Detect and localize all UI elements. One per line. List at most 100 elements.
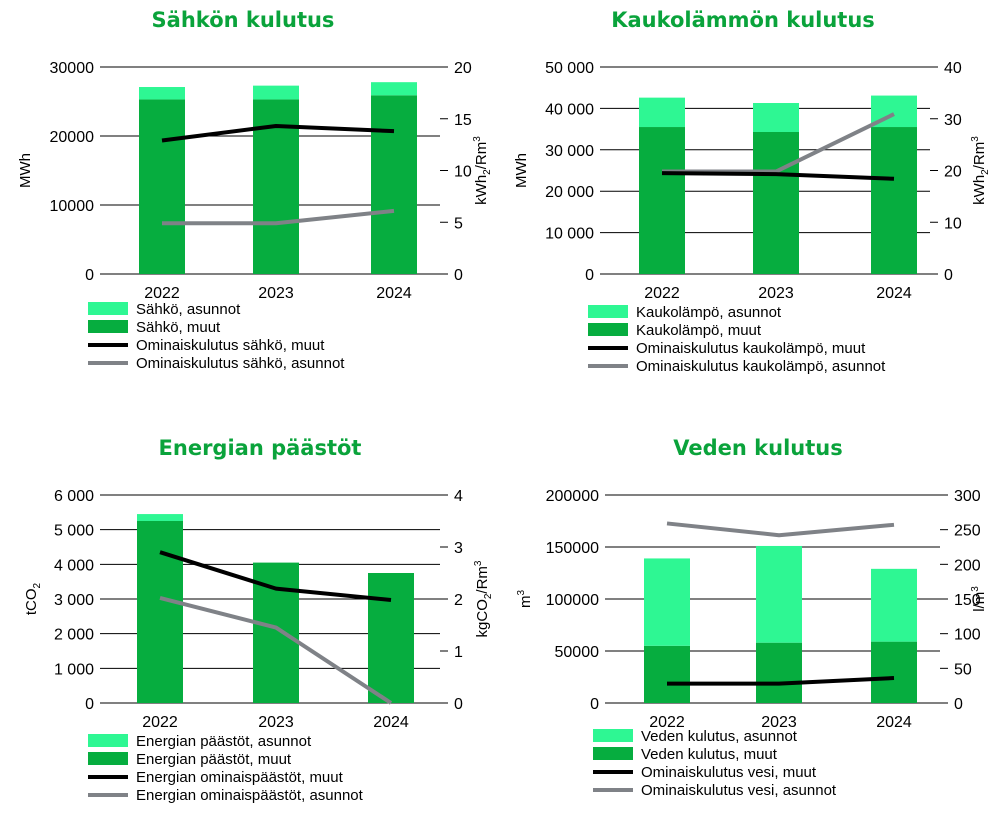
- y-tick-label: 30000: [50, 60, 95, 77]
- line-muut: [661, 171, 895, 181]
- legend-swatch: [588, 323, 628, 336]
- y2-axis-label-part: /Rm: [474, 566, 491, 594]
- y-axis-label: MWh: [17, 153, 34, 188]
- chart-title: Sähkön kulutus: [152, 8, 335, 32]
- y2-axis-label: kgCO2/Rm3: [473, 560, 494, 637]
- x-tick-label: 2023: [258, 714, 294, 731]
- line-asunnot: [162, 208, 395, 226]
- y2-axis-label: l/m3: [970, 586, 988, 612]
- legend-label: Ominaiskulutus vesi, asunnot: [641, 782, 837, 799]
- chart-1: Sähkön kulutus 0 10000 20000 30000 0 5 10 15 20 20…: [17, 8, 493, 372]
- bar-asunnot: [137, 514, 183, 521]
- y-tick-label: 150000: [546, 540, 599, 557]
- y-tick-label: 10 000: [545, 226, 594, 243]
- y2-axis-label-part: kgCO: [474, 599, 491, 637]
- legend-swatch: [88, 752, 128, 765]
- y2-axis-label: kWh2/Rm3: [472, 136, 493, 205]
- bar-muut: [137, 521, 183, 703]
- y-tick-label: 20 000: [545, 184, 594, 201]
- y-tick-label: 10000: [50, 198, 95, 215]
- y2-tick-label: 10: [944, 215, 962, 232]
- bar-asunnot: [871, 568, 917, 642]
- legend-label: Energian ominaispäästöt, muut: [136, 769, 344, 786]
- x-tick-label: 2022: [144, 285, 180, 302]
- y-axis-label: tCO2: [23, 582, 43, 615]
- y-tick-label: 0: [585, 267, 594, 284]
- y-tick-label: 0: [590, 696, 599, 713]
- bar-muut: [753, 131, 799, 274]
- y-axis-label-part: 2: [32, 582, 43, 588]
- y-tick-label: 2 000: [54, 627, 94, 644]
- y2-axis-label-part: kWh: [971, 175, 988, 205]
- y2-tick-label: 150: [954, 592, 981, 609]
- y-tick-label: 3 000: [54, 592, 94, 609]
- bar-muut: [756, 642, 802, 703]
- line-muut: [161, 123, 395, 143]
- y2-axis-label-part: 2: [482, 169, 493, 175]
- y-tick-label: 30 000: [545, 143, 594, 160]
- y2-axis-label-part: /Rm: [971, 142, 988, 170]
- bar-muut: [253, 562, 299, 703]
- y2-axis-label-part: l/m: [971, 592, 988, 612]
- x-tick-label: 2024: [876, 285, 912, 302]
- y2-axis-label: kWh2/Rm3: [970, 136, 991, 205]
- y-tick-label: 0: [85, 696, 94, 713]
- y-tick-label: 5 000: [54, 523, 94, 540]
- y2-tick-label: 0: [954, 696, 963, 713]
- legend-label: Energian päästöt, muut: [136, 751, 292, 768]
- legend-label: Ominaiskulutus kaukolämpö, asunnot: [636, 358, 886, 375]
- y2-axis-label-part: kWh: [473, 175, 490, 205]
- line-asunnot: [159, 596, 393, 705]
- legend-label: Veden kulutus, muut: [641, 746, 778, 763]
- y-tick-label: 4 000: [54, 557, 94, 574]
- y2-tick-label: 100: [954, 627, 981, 644]
- bar-asunnot: [253, 85, 299, 100]
- chart-title: Veden kulutus: [673, 436, 842, 460]
- line-muut: [667, 676, 895, 686]
- y-axis-label-part: m: [517, 596, 534, 609]
- y2-tick-label: 0: [454, 696, 463, 713]
- y2-axis-label-part: 2: [980, 169, 991, 175]
- x-tick-label: 2023: [758, 285, 794, 302]
- bar-muut: [871, 127, 917, 274]
- y2-tick-label: 1: [454, 644, 463, 661]
- legend-swatch: [88, 320, 128, 333]
- y-axis-label-part: 3: [516, 590, 527, 596]
- y2-tick-label: 0: [454, 267, 463, 284]
- legend-label: Ominaiskulutus sähkö, asunnot: [136, 355, 345, 372]
- bar-muut: [368, 573, 414, 703]
- legend-label: Sähkö, asunnot: [136, 301, 241, 318]
- chart-3: Energian päästöt 0 1 000 2 000 3 000 4 000 5 0…: [23, 436, 494, 804]
- bar-asunnot: [139, 87, 185, 100]
- line-asunnot: [666, 521, 895, 538]
- legend-label: Ominaiskulutus vesi, muut: [641, 764, 817, 781]
- x-tick-label: 2024: [876, 714, 912, 731]
- legend-label: Energian päästöt, asunnot: [136, 733, 312, 750]
- legend-label: Veden kulutus, asunnot: [641, 728, 798, 745]
- x-tick-label: 2024: [376, 285, 412, 302]
- y-axis-label-part: tCO: [23, 588, 40, 615]
- bar-asunnot: [756, 545, 802, 643]
- bar-muut: [639, 127, 685, 274]
- legend-swatch: [588, 305, 628, 318]
- y-tick-label: 200000: [546, 488, 599, 505]
- y2-tick-label: 3: [454, 540, 463, 557]
- x-tick-label: 2022: [142, 714, 178, 731]
- x-tick-label: 2023: [761, 714, 797, 731]
- bar-asunnot: [371, 82, 417, 96]
- y2-axis-label-part: 3: [472, 136, 483, 142]
- line-muut: [159, 550, 392, 603]
- chart-2: Kaukolämmön kulutus 0 10 000 20 000 30 000 40…: [513, 8, 991, 375]
- y2-tick-label: 15: [454, 112, 472, 129]
- legend-label: Ominaiskulutus kaukolämpö, muut: [636, 340, 866, 357]
- y-tick-label: 50000: [555, 644, 600, 661]
- bar-muut: [871, 641, 917, 703]
- x-tick-label: 2022: [644, 285, 680, 302]
- y2-tick-label: 20: [454, 60, 472, 77]
- y2-tick-label: 4: [454, 488, 463, 505]
